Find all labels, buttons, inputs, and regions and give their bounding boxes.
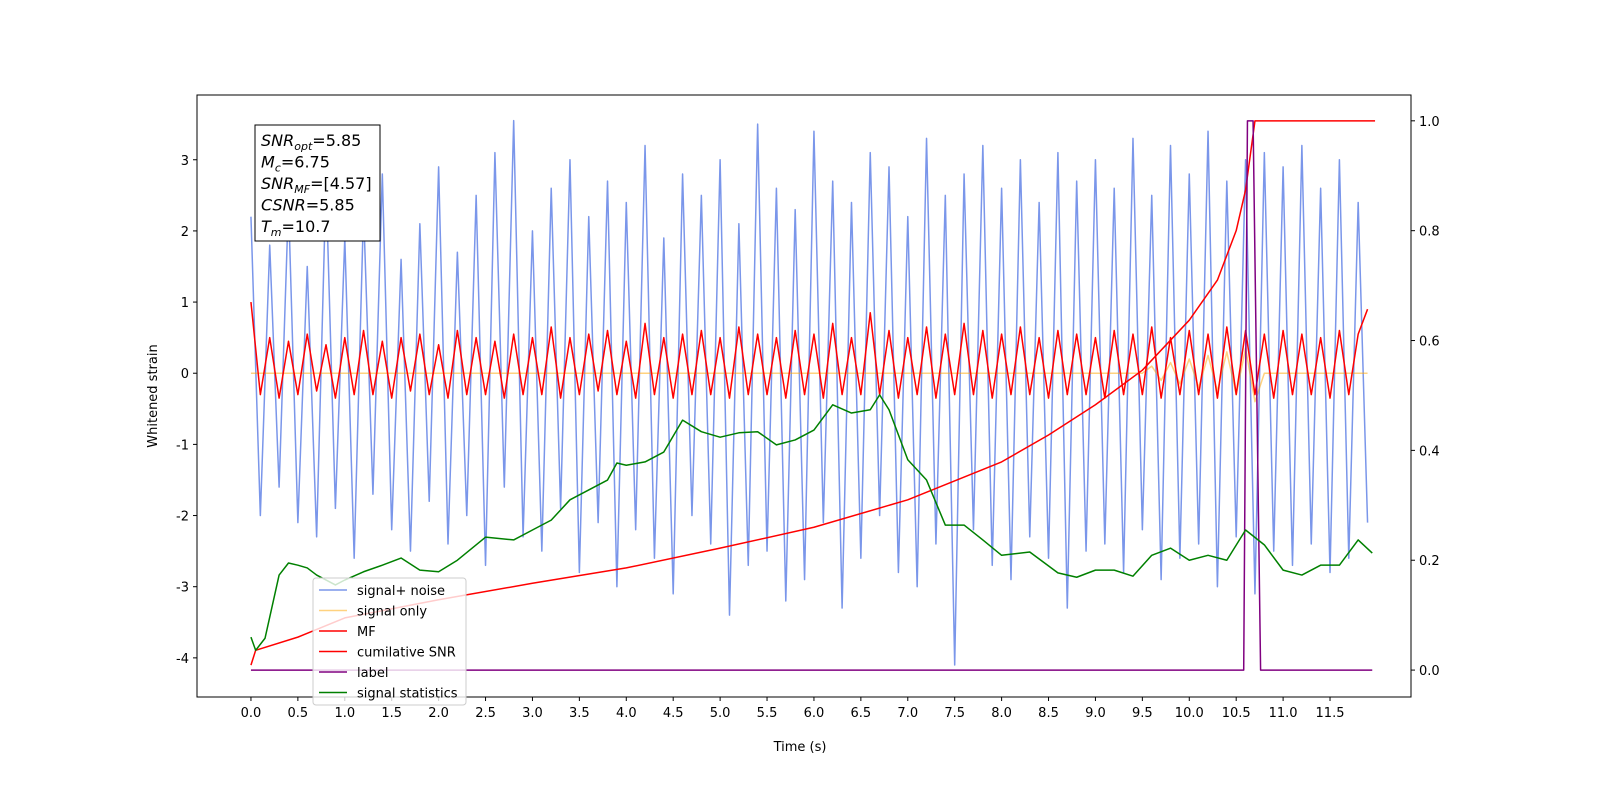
stats-symbol: M: [261, 153, 275, 172]
y-tick-label: 2: [181, 225, 189, 240]
legend-label: MF: [357, 625, 376, 640]
series-line: [250, 394, 1373, 652]
stats-line: CSNR=5.85: [261, 196, 355, 215]
series-line: [250, 119, 1369, 666]
x-axis-label: Time (s): [773, 740, 827, 755]
stats-line: SNRMF=[4.57]: [261, 174, 372, 196]
stats-value: =5.85: [312, 131, 361, 150]
legend: signal+ noise signal only MF cumilative SNR…: [312, 577, 467, 706]
stats-subscript: opt: [294, 140, 313, 153]
x-tick-label: 1.5: [381, 706, 402, 721]
y-tick-label: 0: [181, 367, 189, 382]
stats-value: =5.85: [306, 196, 355, 215]
x-tick-label: 10.0: [1175, 706, 1204, 721]
x-tick-label: 8.5: [1038, 706, 1059, 721]
stats-line: Mc=6.75: [261, 153, 330, 175]
y2-tick-label: 1.0: [1419, 115, 1440, 130]
x-tick-label: 11.0: [1269, 706, 1298, 721]
stats-subscript: MF: [294, 183, 310, 196]
x-tick-label: 7.0: [897, 706, 918, 721]
legend-label: cumilative SNR: [357, 646, 456, 661]
x-tick-label: 3.0: [522, 706, 543, 721]
stats-line: SNRopt=5.85: [261, 131, 361, 153]
stats-line: Tm=10.7: [261, 217, 331, 239]
y-tick-label: -2: [176, 510, 189, 525]
y-tick-label: -4: [176, 652, 189, 667]
y2-tick-label: 0.6: [1419, 335, 1440, 350]
stats-value: =6.75: [281, 153, 330, 172]
y-tick-label: -3: [176, 581, 189, 596]
stats-symbol: T: [261, 217, 272, 236]
x-tick-label: 6.0: [804, 706, 825, 721]
y2-tick-label: 0.2: [1419, 554, 1440, 569]
stats-box-frame: [254, 124, 381, 242]
x-tick-label: 5.0: [710, 706, 731, 721]
x-tick-label: 0.5: [288, 706, 309, 721]
y-tick-label: 3: [181, 154, 189, 169]
series-line: [250, 301, 1369, 399]
y-tick-label: 1: [181, 296, 189, 311]
legend-label: signal only: [357, 605, 427, 620]
stats-box: SNRopt=5.85Mc=6.75SNRMF=[4.57]CSNR=5.85T…: [254, 124, 381, 242]
x-tick-label: 4.5: [663, 706, 684, 721]
y2-tick-label: 0.0: [1419, 664, 1440, 679]
stats-value: =[4.57]: [310, 174, 372, 193]
x-tick-label: 8.0: [991, 706, 1012, 721]
x-tick-label: 1.0: [334, 706, 355, 721]
x-tick-label: 11.5: [1316, 706, 1345, 721]
series-line: [250, 120, 1373, 671]
stats-value: =10.7: [282, 217, 331, 236]
x-tick-label: 5.5: [757, 706, 778, 721]
stats-symbol: SNR: [261, 131, 294, 150]
x-tick-label: 2.0: [428, 706, 449, 721]
x-tick-label: 2.5: [475, 706, 496, 721]
stats-subscript: c: [275, 162, 281, 175]
legend-label: label: [357, 666, 388, 681]
stats-symbol: SNR: [261, 174, 294, 193]
y-tick-label: -1: [176, 438, 189, 453]
y-axis-label: Whitened strain: [146, 344, 161, 447]
x-tick-label: 6.5: [851, 706, 872, 721]
x-tick-label: 3.5: [569, 706, 590, 721]
x-tick-label: 0.0: [241, 706, 262, 721]
y2-tick-label: 0.8: [1419, 225, 1440, 240]
x-tick-label: 7.5: [944, 706, 965, 721]
stats-subscript: m: [271, 226, 282, 239]
x-tick-label: 10.5: [1222, 706, 1251, 721]
legend-frame: [312, 577, 467, 706]
x-tick-label: 9.5: [1132, 706, 1153, 721]
stats-symbol: CSNR: [261, 196, 306, 215]
axes-frame: [196, 94, 1412, 698]
y2-tick-label: 0.4: [1419, 444, 1440, 459]
x-tick-label: 9.0: [1085, 706, 1106, 721]
legend-label: signal statistics: [357, 687, 458, 702]
x-tick-label: 4.0: [616, 706, 637, 721]
legend-label: signal+ noise: [357, 584, 445, 599]
